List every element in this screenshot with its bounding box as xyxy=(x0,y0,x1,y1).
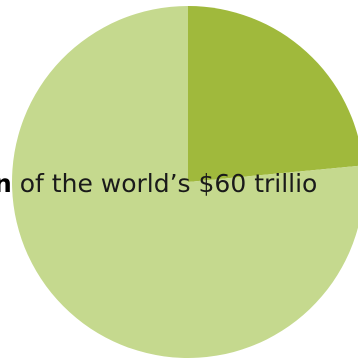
caption-bold-fragment: n xyxy=(0,169,12,198)
pie-slice-1 xyxy=(188,6,358,182)
pie-caption: n of the world’s $60 trillio xyxy=(0,168,317,200)
pie-slices xyxy=(12,6,358,358)
caption-text: of the world’s $60 trillio xyxy=(11,169,318,198)
pie-slice-2 xyxy=(12,6,358,358)
